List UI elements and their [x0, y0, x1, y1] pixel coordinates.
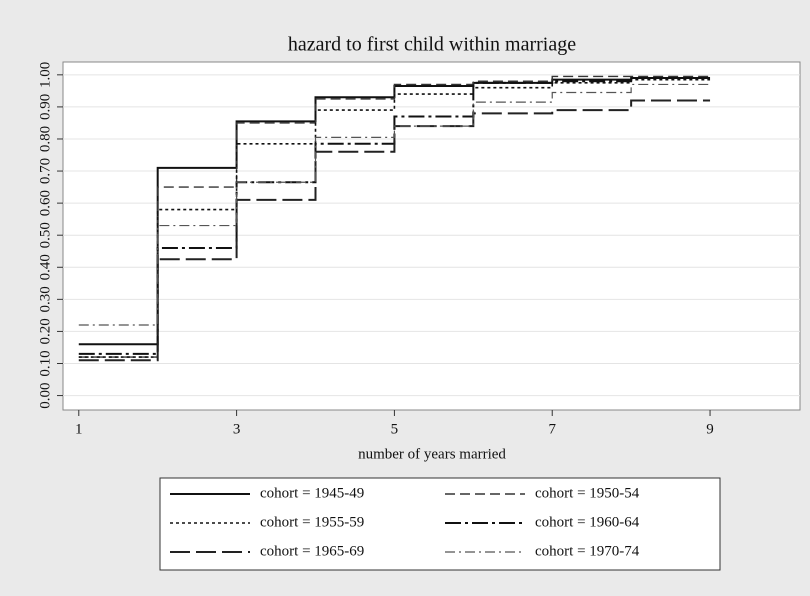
- y-tick-label: 0.60: [37, 190, 53, 216]
- y-tick-label: 0.00: [37, 382, 53, 408]
- x-tick-label: 5: [391, 421, 399, 437]
- y-tick-label: 0.80: [37, 126, 53, 152]
- legend: [159, 477, 721, 571]
- x-axis-label: number of years married: [358, 446, 506, 462]
- plot-area: [62, 61, 801, 411]
- legend-label: cohort = 1965-69: [260, 543, 364, 559]
- y-tick-label: 0.90: [37, 94, 53, 120]
- step-line: [78, 99, 711, 362]
- legend-label: cohort = 1945-49: [260, 485, 364, 501]
- x-tick-label: 9: [706, 421, 714, 437]
- x-tick-label: 3: [233, 421, 241, 437]
- x-tick-label: 1: [75, 421, 83, 437]
- legend-label: cohort = 1950-54: [535, 485, 640, 501]
- y-tick-label: 0.50: [37, 222, 53, 248]
- chart-title: hazard to first child within marriage: [288, 34, 576, 56]
- x-tick-label: 7: [548, 421, 556, 437]
- y-tick-label: 0.40: [37, 254, 53, 280]
- y-tick-label: 0.10: [37, 350, 53, 376]
- legend-label: cohort = 1960-64: [535, 514, 640, 530]
- step-line: [78, 77, 711, 346]
- y-tick-label: 0.20: [37, 318, 53, 344]
- step-line: [78, 78, 711, 358]
- step-line: [78, 75, 711, 358]
- y-tick-label: 1.00: [37, 62, 53, 88]
- y-tick-label: 0.30: [37, 286, 53, 312]
- legend-label: cohort = 1970-74: [535, 543, 640, 559]
- step-line: [78, 83, 711, 326]
- y-tick-label: 0.70: [37, 158, 53, 184]
- step-line: [78, 77, 711, 355]
- legend-label: cohort = 1955-59: [260, 514, 364, 530]
